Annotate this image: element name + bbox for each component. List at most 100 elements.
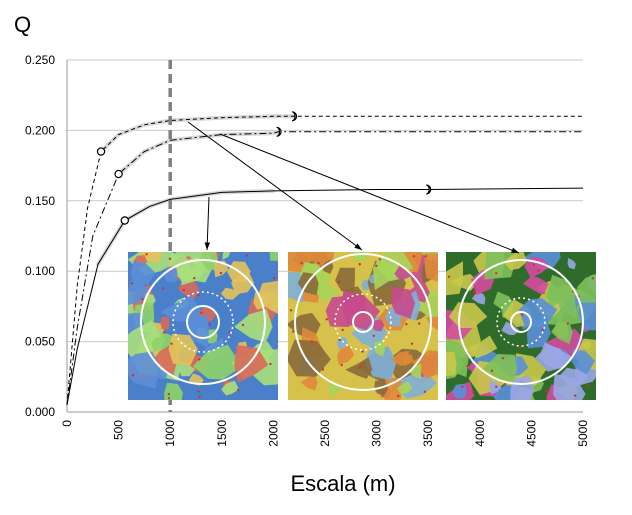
inset-dot (338, 338, 341, 342)
inset-outer-ring (294, 253, 432, 391)
inset-inner-ring (186, 305, 220, 339)
inset-dot (472, 391, 475, 394)
inset-outer-ring (458, 259, 584, 385)
inset-patch (138, 252, 163, 264)
arrow-head (511, 247, 519, 253)
series-group (66, 111, 584, 406)
map-2 (288, 252, 438, 400)
inset-patch (446, 261, 463, 296)
inset-dot (130, 282, 134, 285)
inset-patch (221, 380, 240, 396)
map-1 (128, 252, 278, 400)
inset-dot (521, 313, 524, 316)
inset-dot (417, 322, 421, 325)
inset-patch (374, 341, 385, 357)
inset-dot (167, 397, 171, 400)
inset-patch (372, 252, 414, 291)
inset-patch (318, 285, 340, 302)
inset-outer-ring (140, 259, 266, 385)
series-marker (114, 169, 123, 179)
x-tick-label: 4500 (524, 420, 538, 447)
x-tick-label: 3000 (370, 420, 384, 447)
inset-dot (272, 277, 276, 280)
inset-patch (483, 354, 518, 382)
inset-dot (372, 334, 376, 338)
inset-patch (577, 273, 596, 303)
inset-dot (162, 331, 166, 334)
inset-dot (197, 390, 200, 393)
inset-dot (566, 322, 570, 325)
inset-dot (236, 388, 240, 392)
inset-dot (423, 390, 427, 394)
x-tick-label: 0 (60, 420, 74, 427)
x-tick-label: 5000 (576, 420, 590, 447)
inset-dot (410, 342, 414, 346)
inset-dot (537, 269, 540, 272)
inset-dot (358, 366, 362, 369)
series-line (66, 187, 584, 406)
inset-dot (573, 394, 577, 397)
x-tick-label: 2000 (266, 420, 280, 447)
inset-patch (424, 253, 438, 282)
series-end-marker (276, 126, 282, 137)
inset-patch (501, 321, 520, 335)
arrow-head (354, 243, 362, 250)
inset-dotted-ring (496, 297, 546, 347)
inset-dot (545, 390, 548, 393)
inset-dot (170, 342, 173, 345)
series-marker (120, 216, 129, 225)
arrow-line (219, 133, 520, 254)
series-line (66, 115, 583, 406)
inset-dot (167, 392, 170, 396)
y-tick-label: 0.250 (25, 53, 55, 67)
inset-maps (128, 252, 596, 400)
inset-patch (526, 317, 551, 349)
inset-dot (193, 276, 196, 280)
inset-dot (300, 261, 303, 265)
inset-patch (510, 375, 535, 400)
inset-dot (461, 385, 464, 388)
inset-dot (424, 255, 427, 258)
inset-inner-ring (352, 311, 374, 333)
inset-dot (198, 358, 201, 361)
x-tick-label: 1500 (215, 420, 229, 447)
inset-dot (200, 311, 203, 314)
inset-patch (552, 374, 586, 400)
x-tick-label: 2500 (318, 420, 332, 447)
inset-patch (187, 314, 209, 348)
inset-patch (538, 342, 573, 369)
inset-dot (519, 346, 523, 349)
inset-dot (337, 280, 341, 284)
inset-dot (198, 395, 201, 399)
inset-patch (394, 265, 415, 281)
y-axis-label: Q (14, 12, 31, 37)
inset-patch (567, 258, 576, 270)
inset-dot (532, 263, 536, 266)
inset-patch (522, 275, 549, 296)
inset-dot (168, 257, 172, 261)
series-line (66, 131, 583, 406)
x-axis-label: Escala (m) (290, 471, 395, 496)
inset-patch (130, 260, 156, 286)
inset-dot (361, 350, 364, 353)
inset-patch (160, 295, 202, 322)
inset-dotted-ring (172, 291, 234, 353)
y-tick-label: 0.050 (25, 335, 55, 349)
inset-patch (337, 345, 355, 365)
inset-dot (374, 264, 378, 268)
x-tick-label: 4000 (473, 420, 487, 447)
y-tick-label: 0.200 (25, 123, 55, 137)
map-3 (446, 252, 596, 400)
y-tick-label: 0.000 (25, 405, 55, 419)
series-end-marker (291, 111, 298, 122)
inset-inner-ring (510, 311, 532, 333)
inset-dotted-ring (334, 293, 392, 351)
arrow-head (204, 242, 211, 250)
inset-dot (341, 328, 344, 332)
x-tick-label: 500 (112, 420, 126, 440)
inset-dot (358, 263, 361, 266)
inset-patch (164, 382, 183, 400)
axes (66, 60, 583, 413)
inset-dot (412, 255, 416, 258)
inset-dot (245, 254, 248, 257)
